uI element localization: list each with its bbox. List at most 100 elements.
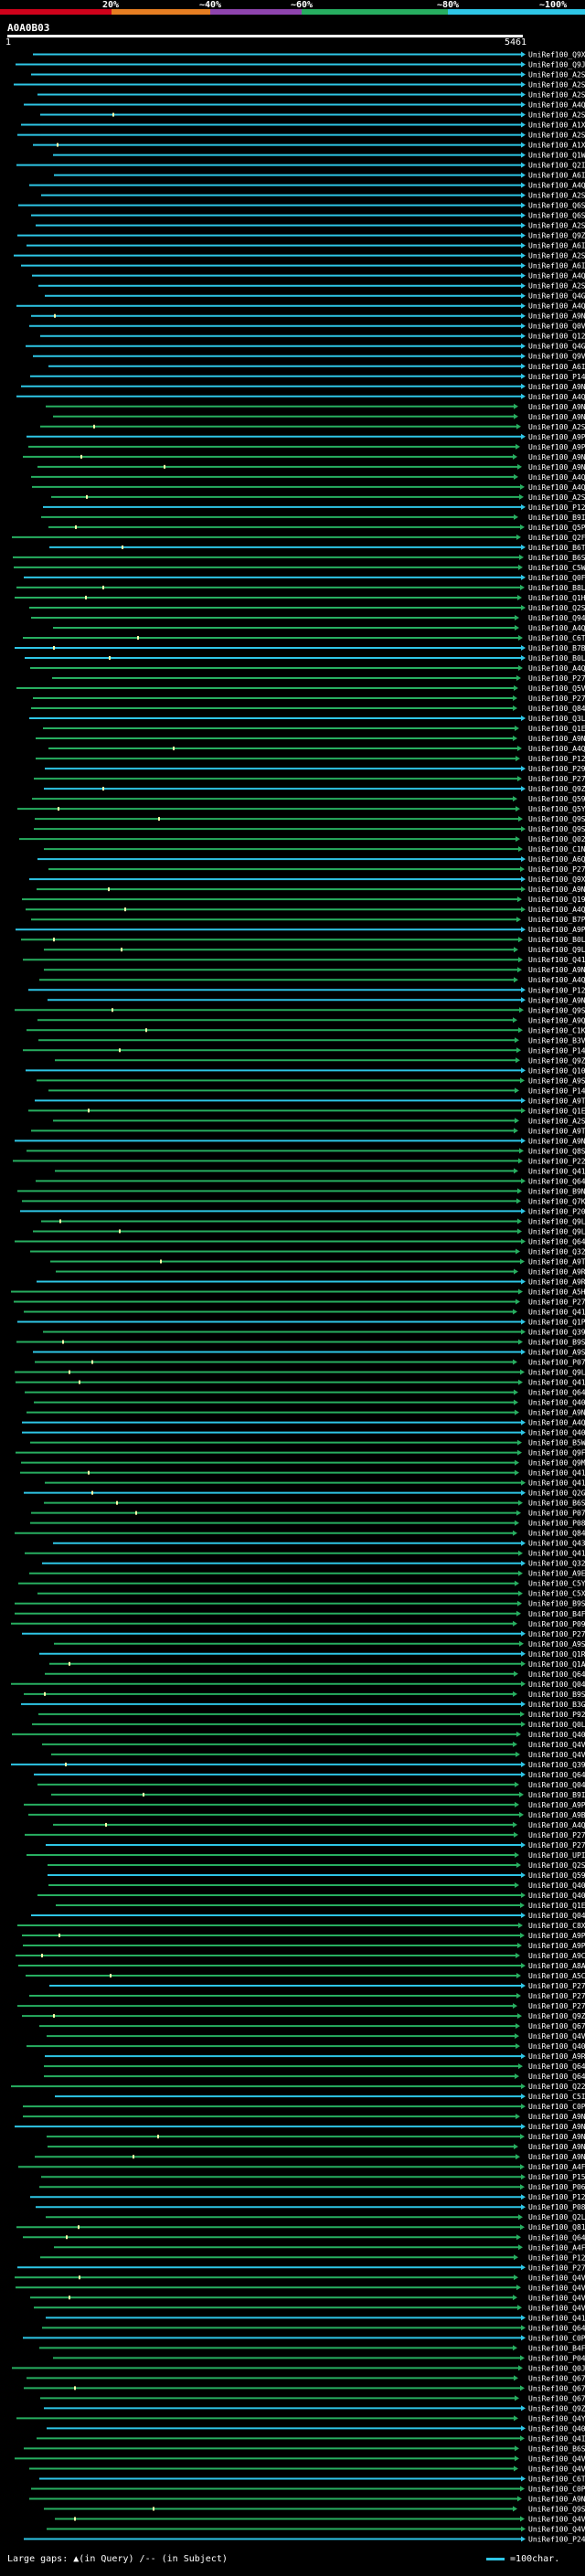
row-label[interactable]: UniRef100_P27496 bbox=[528, 1992, 585, 2000]
row-label[interactable]: UniRef100_Q41425 bbox=[528, 1550, 585, 1558]
row-label[interactable]: UniRef100_Q41023 bbox=[528, 956, 585, 964]
row-label[interactable]: UniRef100_Q67TF6 bbox=[528, 2022, 585, 2030]
row-label[interactable]: UniRef100_P14273 bbox=[528, 373, 585, 381]
row-label[interactable]: UniRef100_C5YVW5 bbox=[528, 1580, 585, 1588]
row-label[interactable]: UniRef100_Q9Z5V2 bbox=[528, 785, 585, 793]
row-label[interactable]: UniRef100_A4QP13 bbox=[528, 745, 585, 753]
row-label[interactable]: UniRef100_Q4VV48 bbox=[528, 1751, 585, 1759]
row-label[interactable]: UniRef100_B3VN37 bbox=[528, 1036, 585, 1044]
row-label[interactable]: UniRef100_A9P8H1 bbox=[528, 443, 585, 451]
row-label[interactable]: UniRef100_A4QPK4 bbox=[528, 976, 585, 984]
row-label[interactable]: UniRef100_A9R6S7 bbox=[528, 1267, 585, 1276]
row-label[interactable]: UniRef100_A9NBD3 bbox=[528, 1409, 585, 1417]
row-label[interactable]: UniRef100_Q41234 bbox=[528, 2314, 585, 2322]
row-label[interactable]: UniRef100_P24900 bbox=[528, 2535, 585, 2543]
row-label[interactable]: UniRef100_Q84TH7 bbox=[528, 705, 585, 713]
row-label[interactable]: UniRef100_P07370 bbox=[528, 1359, 585, 1367]
row-label[interactable]: UniRef100_Q9M600 bbox=[528, 1459, 585, 1468]
row-label[interactable]: UniRef100_A4QPL1 bbox=[528, 483, 585, 492]
row-label[interactable]: UniRef100_Q43437 bbox=[528, 1540, 585, 1548]
row-label[interactable]: UniRef100_B4FQ80 bbox=[528, 1610, 585, 1618]
row-label[interactable]: UniRef100_Q1HMD0 bbox=[528, 594, 585, 602]
row-label[interactable]: UniRef100_B9I107 bbox=[528, 1791, 585, 1799]
row-label[interactable]: UniRef100_Q2F6C1 bbox=[528, 534, 585, 542]
row-label[interactable]: UniRef100_Q64446 bbox=[528, 1670, 585, 1679]
row-label[interactable]: UniRef100_A9TL35 bbox=[528, 1127, 585, 1135]
row-label[interactable]: UniRef100_Q81391 bbox=[528, 2223, 585, 2231]
row-label[interactable]: UniRef100_A9SRX1 bbox=[528, 1640, 585, 1648]
row-label[interactable]: UniRef100_P27371 bbox=[528, 1841, 585, 1850]
row-label[interactable]: UniRef100_P20866 bbox=[528, 1207, 585, 1215]
row-label[interactable]: UniRef100_Q4VV51 bbox=[528, 2284, 585, 2292]
row-label[interactable]: UniRef100_A9NNW9 bbox=[528, 2143, 585, 2151]
row-label[interactable]: UniRef100_Q9LE97 bbox=[528, 1217, 585, 1225]
row-label[interactable]: UniRef100_Q8S3T8 bbox=[528, 1147, 585, 1155]
row-label[interactable]: UniRef100_Q64442 bbox=[528, 2324, 585, 2332]
row-label[interactable]: UniRef100_A6Q6S6 bbox=[528, 855, 585, 864]
row-label[interactable]: UniRef100_Q32LM4 bbox=[528, 1247, 585, 1256]
row-label[interactable]: UniRef100_A9NZL0 bbox=[528, 2113, 585, 2121]
row-label[interactable]: UniRef100_A4QPK7 bbox=[528, 302, 585, 311]
row-label[interactable]: UniRef100_A2SY46 bbox=[528, 1117, 585, 1125]
row-label[interactable]: UniRef100_A8AAY2 bbox=[528, 1962, 585, 1970]
row-label[interactable]: UniRef100_P14278 bbox=[528, 1087, 585, 1095]
row-label[interactable]: UniRef100_Q9ZP08 bbox=[528, 2012, 585, 2020]
row-label[interactable]: UniRef100_Q9Z5J5 bbox=[528, 232, 585, 240]
row-label[interactable]: UniRef100_C8XPS1 bbox=[528, 1922, 585, 1930]
row-label[interactable]: UniRef100_Q9FF73 bbox=[528, 1449, 585, 1458]
row-label[interactable]: UniRef100_P04784 bbox=[528, 2354, 585, 2362]
row-label[interactable]: UniRef100_P15195 bbox=[528, 2173, 585, 2181]
row-label[interactable]: UniRef100_Q4VV52 bbox=[528, 2274, 585, 2282]
row-label[interactable]: UniRef100_B9SLF1 bbox=[528, 1339, 585, 1347]
row-label[interactable]: UniRef100_A2SY34 bbox=[528, 132, 585, 140]
row-label[interactable]: UniRef100_A6I264 bbox=[528, 172, 585, 180]
row-label[interactable]: UniRef100_B3G064 bbox=[528, 1701, 585, 1709]
row-label[interactable]: UniRef100_Q67TH3 bbox=[528, 2394, 585, 2402]
row-label[interactable]: UniRef100_UPI000... bbox=[528, 1851, 585, 1860]
row-label[interactable]: UniRef100_Q41423 bbox=[528, 1379, 585, 1387]
row-label[interactable]: UniRef100_Q9SQB3 bbox=[528, 2505, 585, 2513]
row-label[interactable]: UniRef100_A9NPD6 bbox=[528, 453, 585, 461]
row-label[interactable]: UniRef100_C1K5B9 bbox=[528, 1026, 585, 1034]
row-label[interactable]: UniRef100_P12332 bbox=[528, 755, 585, 763]
row-label[interactable]: UniRef100_Q2I8L4 bbox=[528, 162, 585, 170]
row-label[interactable]: UniRef100_A4QPL2 bbox=[528, 473, 585, 482]
row-label[interactable]: UniRef100_P27490 bbox=[528, 1831, 585, 1839]
row-label[interactable]: UniRef100_Q64450 bbox=[528, 1771, 585, 1779]
row-label[interactable]: UniRef100_P27497 bbox=[528, 1982, 585, 1990]
row-label[interactable]: UniRef100_Q04687 bbox=[528, 1912, 585, 1920]
row-label[interactable]: UniRef100_Q6SEY7 bbox=[528, 212, 585, 220]
row-label[interactable]: UniRef100_A9NZL2 bbox=[528, 2123, 585, 2131]
row-label[interactable]: UniRef100_A1XKU6 bbox=[528, 122, 585, 130]
row-label[interactable]: UniRef100_A9NK15 bbox=[528, 2153, 585, 2161]
row-label[interactable]: UniRef100_A4F3R3 bbox=[528, 2243, 585, 2252]
row-label[interactable]: UniRef100_Q67TG5 bbox=[528, 2374, 585, 2382]
row-label[interactable]: UniRef100_Q9Z4I0 bbox=[528, 2404, 585, 2412]
row-label[interactable]: UniRef100_P27491 bbox=[528, 2263, 585, 2272]
row-label[interactable]: UniRef100_Q40087 bbox=[528, 1399, 585, 1407]
row-label[interactable]: UniRef100_Q12496 bbox=[528, 333, 585, 341]
row-label[interactable]: UniRef100_Q4G956 bbox=[528, 343, 585, 351]
row-label[interactable]: UniRef100_Q64443 bbox=[528, 1177, 585, 1185]
row-label[interactable]: UniRef100_Q4G934 bbox=[528, 292, 585, 301]
row-label[interactable]: UniRef100_A9ENE6 bbox=[528, 1570, 585, 1578]
row-label[interactable]: UniRef100_Q0F105 bbox=[528, 574, 585, 582]
row-label[interactable]: UniRef100_Q4VV47 bbox=[528, 2032, 585, 2041]
row-label[interactable]: UniRef100_Q0JDX4 bbox=[528, 2364, 585, 2372]
row-label[interactable]: UniRef100_Q2GTE0 bbox=[528, 1489, 585, 1498]
row-label[interactable]: UniRef100_Q9XF87 bbox=[528, 875, 585, 884]
row-label[interactable]: UniRef100_Q1EP45 bbox=[528, 1107, 585, 1115]
row-label[interactable]: UniRef100_P12328 bbox=[528, 504, 585, 512]
row-label[interactable]: UniRef100_Q4I185 bbox=[528, 2434, 585, 2443]
row-label[interactable]: UniRef100_P22684 bbox=[528, 1157, 585, 1165]
row-label[interactable]: UniRef100_Q1EP00 bbox=[528, 725, 585, 733]
row-label[interactable]: UniRef100_A4QPK5 bbox=[528, 906, 585, 914]
row-label[interactable]: UniRef100_Q84U94 bbox=[528, 1530, 585, 1538]
row-label[interactable]: UniRef100_Q9LE96 bbox=[528, 1227, 585, 1235]
row-label[interactable]: UniRef100_P27494 bbox=[528, 865, 585, 874]
row-label[interactable]: UniRef100_A9PFJ1 bbox=[528, 926, 585, 934]
row-label[interactable]: UniRef100_Q1A179 bbox=[528, 1660, 585, 1669]
row-label[interactable]: UniRef100_Q1EPK5 bbox=[528, 1902, 585, 1910]
row-label[interactable]: UniRef100_A9T769 bbox=[528, 1097, 585, 1105]
row-label[interactable]: UniRef100_C1N566 bbox=[528, 845, 585, 853]
